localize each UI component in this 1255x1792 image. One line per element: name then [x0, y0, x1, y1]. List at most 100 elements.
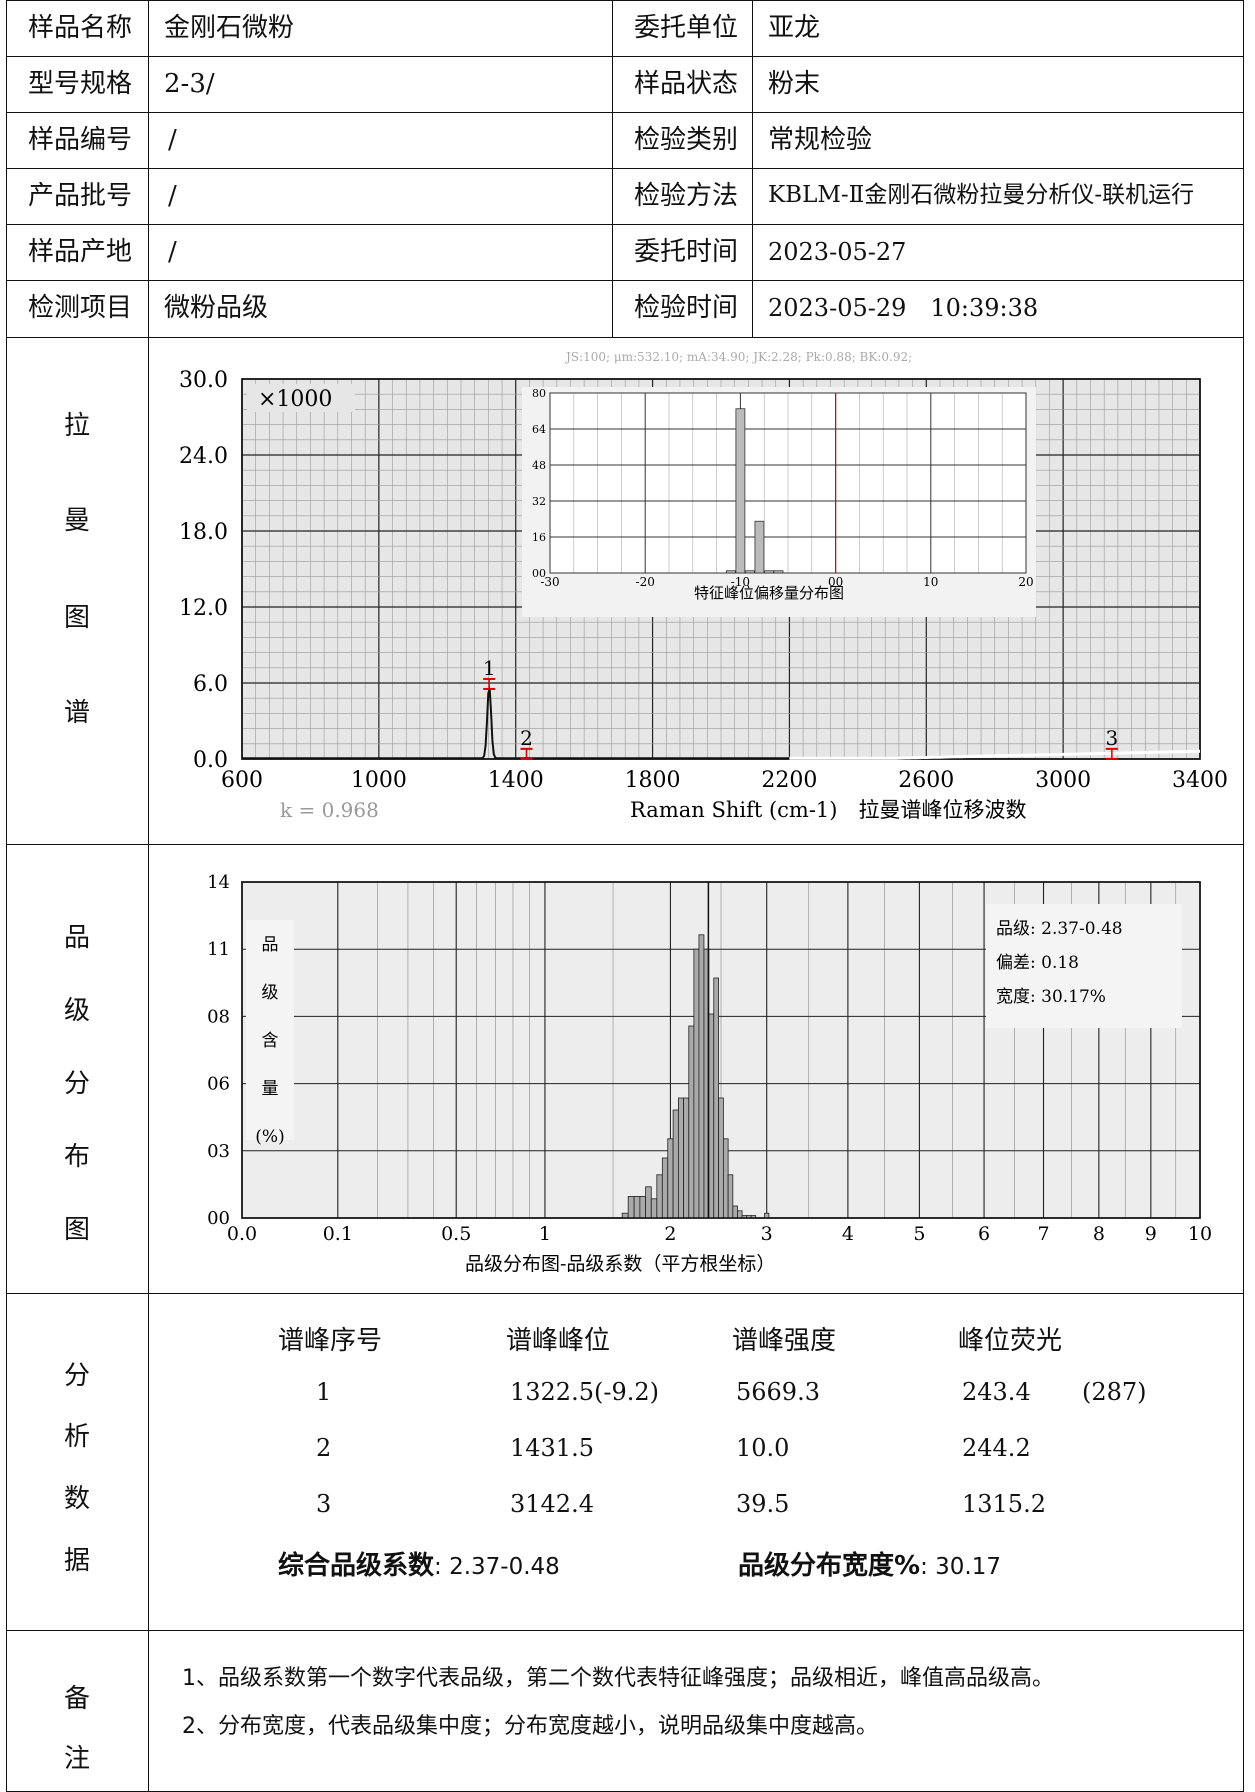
analysis-row2-fluorescence: 244.2 — [962, 1434, 1031, 1462]
analysis-summary-grade: 综合品级系数: 2.37-0.48 — [278, 1545, 560, 1582]
raman-baseline-fluorescence — [789, 749, 1201, 760]
analysis-row2-index: 2 — [316, 1434, 332, 1462]
grade-legend-deviation: 偏差: 0.18 — [996, 953, 1079, 973]
section-notes-char-1: 备 — [64, 1684, 91, 1714]
raman-x-tick: 600 — [221, 768, 263, 793]
inset-grid — [549, 392, 1027, 574]
value-sample-state: 粉末 — [768, 69, 821, 99]
analysis-row1-index: 1 — [316, 1378, 332, 1406]
inset-x-tick: 10 — [923, 575, 938, 589]
section-raman-char-2: 曼 — [64, 506, 91, 536]
inset-x-tick: -20 — [636, 575, 655, 589]
grade-y-tick: 14 — [207, 872, 230, 893]
inset-bar — [764, 570, 774, 574]
analysis-row1-extra: (287) — [1082, 1378, 1147, 1406]
inset-bar — [735, 408, 746, 574]
inset-x-tick: -10 — [731, 575, 750, 589]
grade-bar — [727, 1174, 734, 1219]
grade-y-label-box — [246, 920, 294, 1140]
inset-y-tick: 32 — [532, 495, 546, 508]
section-grade-char-4: 布 — [64, 1142, 91, 1172]
label-client: 委托单位 — [634, 13, 739, 43]
grade-bars — [621, 934, 770, 1219]
raman-x-label: Raman Shift (cm-1) 拉曼谱峰位移波数 — [630, 798, 1026, 822]
grade-bar — [732, 1205, 738, 1219]
section-grade-char-2: 级 — [64, 996, 91, 1026]
raman-peak-markers: 1 2 3 — [483, 656, 1118, 760]
analysis-header-fluorescence: 峰位荧光 — [958, 1326, 1063, 1356]
grade-bar — [661, 1157, 669, 1219]
inset-bar — [754, 520, 765, 574]
grade-y-label-char: 含 — [262, 1031, 279, 1051]
grade-y-tick: 08 — [207, 1006, 230, 1027]
grade-bar — [672, 1109, 679, 1219]
analysis-row2-position: 1431.5 — [510, 1434, 594, 1462]
grade-bar — [627, 1195, 635, 1219]
raman-x-tick: 1400 — [488, 768, 544, 793]
report-page: 样品名称 金刚石微粉 委托单位 亚龙 型号规格 2-3/ 样品状态 粉末 样品编… — [6, 0, 1244, 1792]
section-analysis-char-2: 析 — [64, 1422, 91, 1452]
section-raman-char-3: 图 — [64, 603, 91, 633]
section-analysis-char-4: 据 — [64, 1546, 91, 1576]
grade-bar — [656, 1174, 663, 1219]
label-sample-id: 样品编号 — [28, 125, 133, 155]
raman-y-tick: 30.0 — [179, 368, 228, 393]
label-origin: 样品产地 — [28, 237, 133, 267]
grade-legend-grade: 品级: 2.37-0.48 — [996, 919, 1123, 939]
grade-y-tick: 00 — [207, 1208, 230, 1229]
inset-y-tick: 80 — [532, 387, 546, 400]
analysis-row3-intensity: 39.5 — [736, 1490, 790, 1518]
value-sample-id: / — [168, 125, 177, 155]
grade-bar — [688, 1025, 695, 1219]
section-grade-char-5: 图 — [64, 1215, 91, 1245]
summary-grade-label: 综合品级系数 — [278, 1551, 435, 1581]
section-notes-char-2: 注 — [64, 1744, 91, 1774]
analysis-summary-width: 品级分布宽度%: 30.17 — [738, 1545, 1001, 1582]
raman-params: JS:100; μm:532.10; mA:34.90; JK:2.28; Pk… — [564, 350, 912, 364]
grade-y-label-char: 量 — [262, 1079, 279, 1099]
grade-bar — [645, 1186, 652, 1219]
grade-y-label-char: 品 — [262, 935, 279, 955]
value-test-type: 常规检验 — [768, 125, 873, 155]
grade-legend-width: 宽度: 30.17% — [996, 987, 1106, 1007]
section-analysis-char-3: 数 — [64, 1484, 91, 1514]
inset-y-tick: 16 — [532, 531, 546, 544]
value-origin: / — [168, 237, 177, 267]
label-model: 型号规格 — [28, 69, 133, 99]
inset-bar — [725, 570, 736, 574]
raman-y-tick: 6.0 — [193, 672, 228, 697]
grade-x-tick: 6 — [978, 1223, 990, 1245]
raman-k-value: k = 0.968 — [280, 798, 379, 822]
value-commission-time: 2023-05-27 — [768, 238, 907, 266]
raman-spectrum-chart: JS:100; μm:532.10; mA:34.90; JK:2.28; Pk… — [179, 350, 1228, 822]
grade-bar — [650, 1198, 658, 1219]
note-line-2: 2、分布宽度，代表品级集中度；分布宽度越小，说明品级集中度越高。 — [182, 1714, 878, 1739]
raman-y-tick: 12.0 — [179, 596, 228, 621]
grade-x-tick: 10 — [1188, 1223, 1212, 1245]
grade-bar — [708, 1013, 715, 1219]
raman-x-tick: 3000 — [1035, 768, 1091, 793]
grade-bar — [713, 977, 719, 1219]
grade-y-tick: 11 — [207, 939, 230, 960]
inset-y-ticks: 80 64 48 32 16 00 — [532, 387, 546, 580]
grade-grid — [242, 882, 1200, 1218]
grade-x-tick: 8 — [1093, 1223, 1105, 1245]
grade-x-tick: 0.1 — [323, 1223, 353, 1245]
grade-bar — [683, 1097, 690, 1219]
inset-x-tick: 20 — [1018, 575, 1033, 589]
inset-y-tick: 00 — [532, 567, 546, 580]
grade-y-tick: 03 — [207, 1141, 230, 1162]
inset-x-tick: -30 — [540, 575, 559, 589]
analysis-row1-position: 1322.5(-9.2) — [510, 1378, 659, 1406]
grade-bar — [693, 948, 700, 1219]
grade-x-tick: 3 — [761, 1223, 773, 1245]
inset-bars — [725, 408, 784, 574]
raman-y-ticks: 30.0 24.0 18.0 12.0 6.0 0.0 — [179, 368, 228, 773]
section-analysis-char-1: 分 — [64, 1361, 91, 1391]
summary-width-label: 品级分布宽度% — [738, 1551, 921, 1581]
grade-bar — [677, 1097, 685, 1219]
analysis-row3-fluorescence: 1315.2 — [962, 1490, 1046, 1518]
section-raman-char-1: 拉 — [64, 411, 91, 441]
